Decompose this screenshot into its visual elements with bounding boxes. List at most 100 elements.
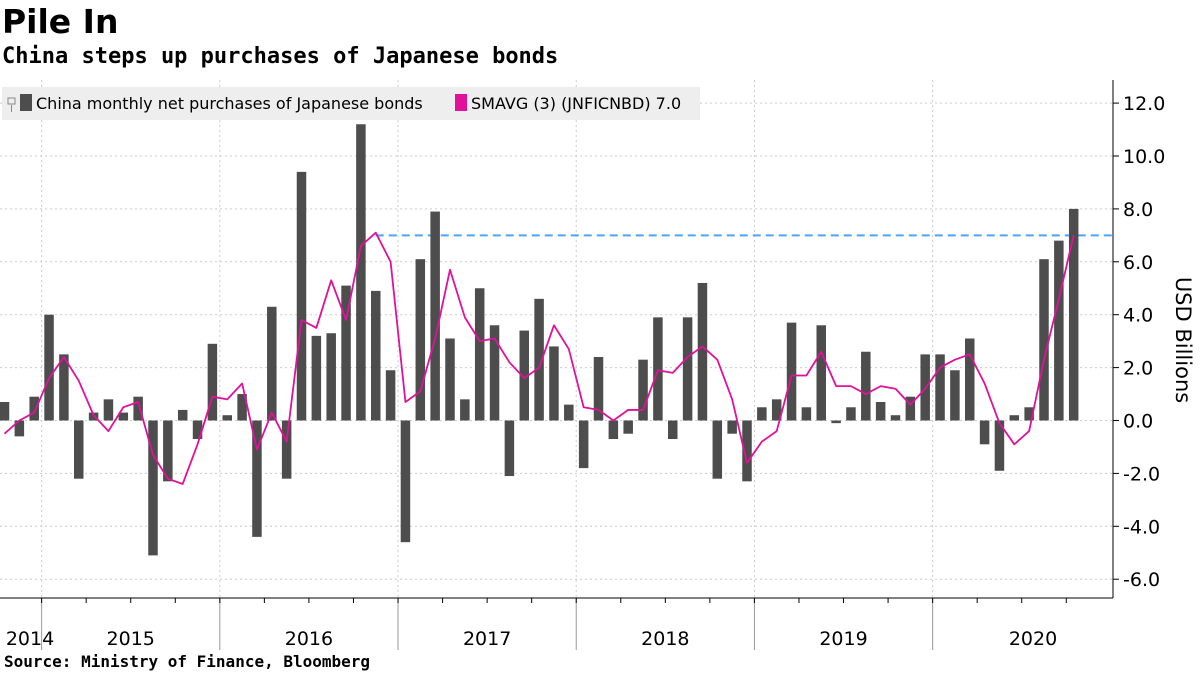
grid-lines	[0, 80, 1113, 598]
y-tick-label: -6.0	[1123, 569, 1160, 591]
legend-label-bars: China monthly net purchases of Japanese …	[36, 94, 423, 113]
bar	[385, 370, 396, 421]
bar	[267, 306, 277, 421]
bar	[578, 420, 589, 469]
bar	[74, 420, 84, 479]
bar	[44, 314, 54, 421]
bar	[118, 412, 129, 421]
bar	[59, 354, 69, 421]
x-year-label: 2016	[285, 628, 333, 650]
bar	[638, 359, 648, 421]
bar	[1024, 407, 1034, 421]
bar	[400, 420, 411, 543]
bar	[326, 333, 336, 421]
bar	[133, 396, 143, 421]
bar	[727, 420, 737, 434]
bar-series	[0, 124, 1079, 556]
bar	[460, 399, 470, 421]
bar	[29, 396, 39, 421]
bar	[415, 259, 426, 421]
bar	[786, 322, 797, 421]
bar	[994, 420, 1005, 471]
bar	[875, 401, 886, 421]
bar	[831, 420, 841, 424]
bar	[474, 288, 485, 421]
bar	[935, 354, 945, 421]
x-year-label: 2020	[1009, 628, 1057, 650]
bar	[950, 370, 960, 421]
legend-swatch-bars	[20, 94, 32, 111]
bar	[816, 325, 826, 421]
y-tick-label: 6.0	[1123, 252, 1153, 274]
bar	[430, 211, 440, 421]
bar	[1009, 415, 1020, 421]
bar	[608, 420, 619, 440]
x-year-label: 2015	[107, 628, 155, 650]
x-year-label: 2017	[463, 628, 511, 650]
bar	[623, 420, 633, 434]
bar	[148, 420, 158, 556]
source-note: Source: Ministry of Finance, Bloomberg	[4, 652, 371, 671]
x-year-label: 2018	[641, 628, 689, 650]
bar	[682, 317, 693, 421]
legend: China monthly net purchases of Japanese …	[2, 87, 700, 120]
bar	[668, 420, 678, 440]
x-year-label: 2019	[819, 628, 867, 650]
chart-subtitle: China steps up purchases of Japanese bon…	[2, 44, 559, 69]
y-tick-label: -4.0	[1123, 516, 1160, 538]
bar	[861, 351, 871, 421]
bar	[163, 420, 173, 482]
bar	[890, 415, 901, 421]
bar	[192, 420, 203, 440]
x-year-label: 2014	[6, 628, 54, 650]
bar	[88, 412, 99, 421]
bar	[1054, 240, 1064, 421]
bar	[222, 415, 232, 421]
bar	[207, 343, 218, 421]
bar	[771, 399, 782, 421]
bar	[742, 420, 752, 482]
y-tick-label: 2.0	[1123, 358, 1153, 380]
bar	[177, 409, 188, 421]
bar	[653, 317, 663, 421]
bar	[979, 420, 990, 445]
bar	[296, 171, 307, 421]
bar	[341, 285, 351, 421]
bar	[281, 420, 292, 479]
bar	[1039, 259, 1049, 421]
y-tick-label: 4.0	[1123, 305, 1153, 327]
chart-title: Pile In	[2, 2, 119, 41]
bar	[0, 401, 10, 421]
y-tick-label: 0.0	[1123, 411, 1153, 433]
legend-label-sma: SMAVG (3) (JNFICNBD) 7.0	[471, 94, 681, 113]
bar	[593, 357, 604, 421]
sma-series	[3, 231, 1075, 485]
bar	[534, 298, 544, 421]
bar	[371, 290, 381, 421]
bar	[311, 335, 322, 421]
y-tick-label: 12.0	[1123, 93, 1165, 115]
bar	[519, 330, 529, 421]
legend-collapse-icon[interactable]	[7, 97, 16, 112]
y-tick-label: -2.0	[1123, 463, 1160, 485]
axes: 12.0 10.0 8.0 6.0 4.0 2.0 0.0 -2.0 -4.0 -6.0 2014 2…	[0, 80, 1165, 650]
bar	[489, 325, 500, 421]
legend-swatch-sma	[455, 94, 467, 111]
bar	[757, 407, 767, 421]
bar	[356, 124, 366, 421]
bar	[1068, 208, 1079, 421]
bar	[445, 338, 455, 421]
bar	[564, 404, 574, 421]
sma-line	[3, 231, 1075, 485]
bar	[237, 394, 247, 421]
bar	[103, 399, 114, 421]
bar	[712, 420, 723, 479]
bar	[549, 346, 559, 421]
bar	[965, 338, 975, 421]
bar	[504, 420, 515, 477]
bar	[697, 282, 708, 421]
legend-background	[2, 87, 700, 120]
y-tick-label: 10.0	[1123, 146, 1165, 168]
bar	[846, 407, 856, 421]
